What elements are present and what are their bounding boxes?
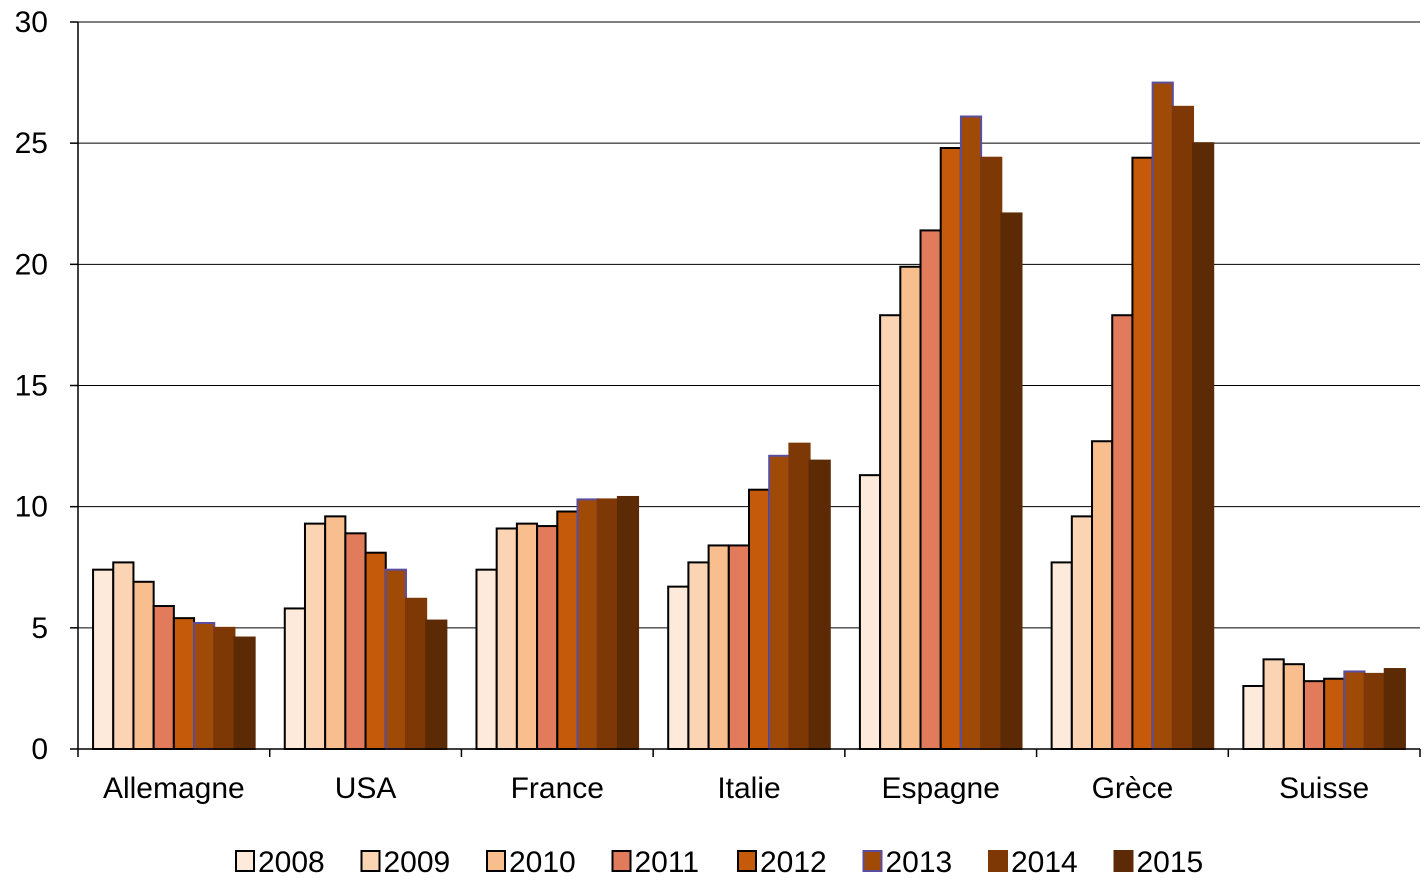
bar [941,148,961,749]
bar [154,606,174,749]
bar [386,570,406,749]
bar [981,158,1001,749]
y-tick-label: 25 [15,127,48,160]
bar [557,512,577,749]
x-tick-label: Suisse [1279,772,1369,805]
bar [618,497,638,749]
legend-label: 2014 [1011,846,1078,879]
y-axis-ticks: 0 5 10 15 20 25 30 [15,6,78,766]
bar [1173,107,1193,749]
legend-swatch [864,851,882,871]
bar [406,599,426,749]
bar [577,499,597,749]
bar [1072,516,1092,749]
legend-label: 2015 [1137,846,1204,879]
bar [709,545,729,749]
bar [860,475,880,749]
bar [688,562,708,749]
bar [598,499,618,749]
bar [194,623,214,749]
legend-swatch [487,851,505,871]
bar [1284,664,1304,749]
legend-label: 2011 [635,846,700,879]
bar [113,562,133,749]
bar [497,528,517,749]
bar [1304,681,1324,749]
legend-swatch [362,851,380,871]
bar [345,533,365,749]
bar [325,516,345,749]
bar [426,621,446,749]
y-tick-label: 0 [31,733,48,766]
bar [1092,441,1112,749]
x-tick-label: Allemagne [103,772,245,805]
x-tick-label: USA [335,772,397,805]
bar [1264,659,1284,749]
legend: 2008 2009 2010 2011 2012 2013 2014 2015 [236,846,1203,879]
y-tick-label: 30 [15,6,48,39]
bar [93,570,113,749]
bar [234,638,254,749]
bar [366,553,386,749]
bar [1112,315,1132,749]
y-tick-label: 10 [15,491,48,524]
bar [1193,143,1213,749]
bar [810,461,830,749]
x-tick-label: Italie [717,772,780,805]
bar [1344,671,1364,749]
legend-label: 2009 [384,846,451,879]
bar [285,608,305,749]
x-tick-label: Espagne [881,772,999,805]
legend-swatch [613,851,631,871]
bar [476,570,496,749]
bar [1243,686,1263,749]
legend-label: 2010 [509,846,576,879]
x-tick-label: Grèce [1092,772,1174,805]
bar [961,117,981,749]
bar [174,618,194,749]
bar [214,628,234,749]
bar [305,524,325,749]
bar [537,526,557,749]
y-tick-label: 20 [15,248,48,281]
y-tick-label: 5 [31,612,48,645]
bar [1324,679,1344,749]
y-tick-label: 15 [15,370,48,403]
bar [668,587,688,749]
legend-swatch [236,851,254,871]
x-axis-ticks: Allemagne USA France Italie Espagne Grèce Suis… [78,749,1420,805]
bar [1001,213,1021,749]
bar [880,315,900,749]
legend-label: 2013 [886,846,953,879]
bar [769,456,789,749]
bar [1365,674,1385,749]
bar [789,444,809,749]
bar [900,267,920,749]
bar [1153,83,1173,749]
bar [1052,562,1072,749]
bar [921,230,941,749]
bar [1385,669,1405,749]
legend-swatch [989,851,1007,871]
x-tick-label: France [511,772,604,805]
bar [1132,158,1152,749]
legend-label: 2012 [760,846,827,879]
bar [749,490,769,749]
legend-swatch [738,851,756,871]
legend-label: 2008 [258,846,325,879]
bar [517,524,537,749]
bar [133,582,153,749]
bar [729,545,749,749]
legend-swatch [1115,851,1133,871]
bars [93,83,1405,749]
